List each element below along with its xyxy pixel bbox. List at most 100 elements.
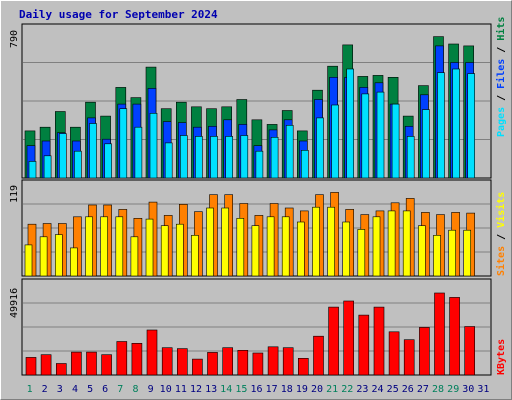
pages-bar-20 <box>316 117 324 179</box>
top-max-label: 790 <box>9 30 20 48</box>
x-label-day-7: 7 <box>117 384 123 395</box>
sites-bar-19 <box>296 221 305 277</box>
kbytes-bar-21 <box>328 306 339 376</box>
pages-bar-25 <box>391 103 400 179</box>
kbytes-bar-15 <box>237 349 249 376</box>
kbytes-bar-12 <box>192 358 203 376</box>
pages-bar-15 <box>240 135 249 179</box>
kbytes-bar-13 <box>207 352 218 376</box>
x-label-day-3: 3 <box>57 384 63 395</box>
kbytes-bar-24 <box>373 306 385 376</box>
pages-bar-9 <box>149 113 158 179</box>
sites-bar-26 <box>402 210 411 277</box>
kbytes-bar-10 <box>161 347 173 376</box>
pages-bar-5 <box>89 123 97 179</box>
x-label-day-21: 21 <box>326 384 338 395</box>
x-label-day-14: 14 <box>220 384 232 395</box>
sites-bar-2 <box>39 236 48 277</box>
pages-bar-27 <box>422 109 430 179</box>
sites-bar-1 <box>24 244 33 277</box>
sites-bar-7 <box>115 216 124 277</box>
sites-bar-24 <box>372 216 381 277</box>
sites-bar-23 <box>357 229 366 277</box>
pages-bar-14 <box>225 136 233 179</box>
kbytes-bar-3 <box>55 363 67 376</box>
pages-bar-3 <box>58 133 67 179</box>
sites-bar-27 <box>418 225 426 277</box>
pages-bar-19 <box>300 150 309 179</box>
pages-bar-28 <box>437 72 445 179</box>
sites-bar-14 <box>221 207 229 277</box>
sites-bar-30 <box>463 229 472 277</box>
x-label-day-30: 30 <box>462 384 474 395</box>
sites-bar-22 <box>342 221 351 277</box>
x-label-day-2: 2 <box>42 384 48 395</box>
x-label-day-12: 12 <box>190 384 202 395</box>
pages-bar-11 <box>180 135 188 179</box>
bot-legend: KBytes <box>496 339 507 375</box>
pages-bar-17 <box>270 137 279 179</box>
x-label-day-29: 29 <box>447 384 459 395</box>
bot-max-label: 49916 <box>9 288 20 318</box>
kbytes-bar-5 <box>86 351 97 376</box>
top-legend: Pages / Files / Hits <box>495 17 507 137</box>
pages-bar-12 <box>195 136 203 179</box>
kbytes-bar-28 <box>434 292 445 376</box>
x-label-day-24: 24 <box>371 384 383 395</box>
legend-sep-1: / <box>496 89 507 107</box>
legend-visits: Visits <box>495 192 507 228</box>
sites-bar-18 <box>281 216 290 277</box>
kbytes-bar-16 <box>252 352 264 376</box>
x-label-day-5: 5 <box>87 384 93 395</box>
x-label-day-11: 11 <box>175 384 187 395</box>
legend-sep-3: / <box>496 228 507 246</box>
sites-bar-16 <box>251 225 260 277</box>
x-label-day-15: 15 <box>235 384 247 395</box>
sites-bar-12 <box>191 235 199 277</box>
mid-legend: Sites / Visits <box>495 192 507 276</box>
kbytes-bar-23 <box>358 314 370 376</box>
sites-bar-9 <box>145 218 154 277</box>
x-label-day-4: 4 <box>72 384 78 395</box>
pages-bar-29 <box>452 68 460 179</box>
legend-pages: Pages <box>496 107 507 137</box>
kbytes-bar-29 <box>449 297 460 376</box>
pages-bar-7 <box>119 108 128 179</box>
pages-bar-1 <box>28 161 37 179</box>
pages-bar-4 <box>74 150 82 179</box>
x-label-day-20: 20 <box>311 384 323 395</box>
sites-bar-17 <box>266 216 275 277</box>
kbytes-bar-18 <box>282 347 294 376</box>
x-label-day-17: 17 <box>266 384 278 395</box>
sites-bar-11 <box>176 223 184 277</box>
x-label-day-19: 19 <box>296 384 308 395</box>
kbytes-bar-7 <box>116 341 128 376</box>
legend-sep-2: / <box>496 41 507 59</box>
sites-bar-29 <box>448 229 456 277</box>
legend-hits: Hits <box>495 17 507 41</box>
chart-title: Daily usage for September 2024 <box>19 8 218 21</box>
kbytes-bar-8 <box>131 342 143 376</box>
x-label-day-9: 9 <box>148 384 154 395</box>
kbytes-bar-9 <box>146 329 158 376</box>
kbytes-bar-25 <box>388 331 400 376</box>
x-label-day-8: 8 <box>132 384 138 395</box>
kbytes-bar-19 <box>297 357 309 376</box>
legend-kbytes: KBytes <box>496 339 507 375</box>
kbytes-bar-22 <box>343 300 355 376</box>
sites-bar-4 <box>70 247 78 277</box>
bars <box>24 36 476 376</box>
sites-bar-6 <box>100 216 108 277</box>
pages-bar-10 <box>164 142 173 179</box>
kbytes-bar-11 <box>177 348 188 376</box>
pages-bar-23 <box>361 93 370 179</box>
sites-bar-20 <box>312 206 320 277</box>
kbytes-bar-20 <box>313 335 324 376</box>
x-label-day-10: 10 <box>160 384 172 395</box>
pages-bar-6 <box>104 143 112 179</box>
pages-bar-24 <box>376 91 385 179</box>
sites-bar-25 <box>387 210 396 277</box>
pages-bar-22 <box>346 68 355 179</box>
x-label-day-26: 26 <box>402 384 414 395</box>
